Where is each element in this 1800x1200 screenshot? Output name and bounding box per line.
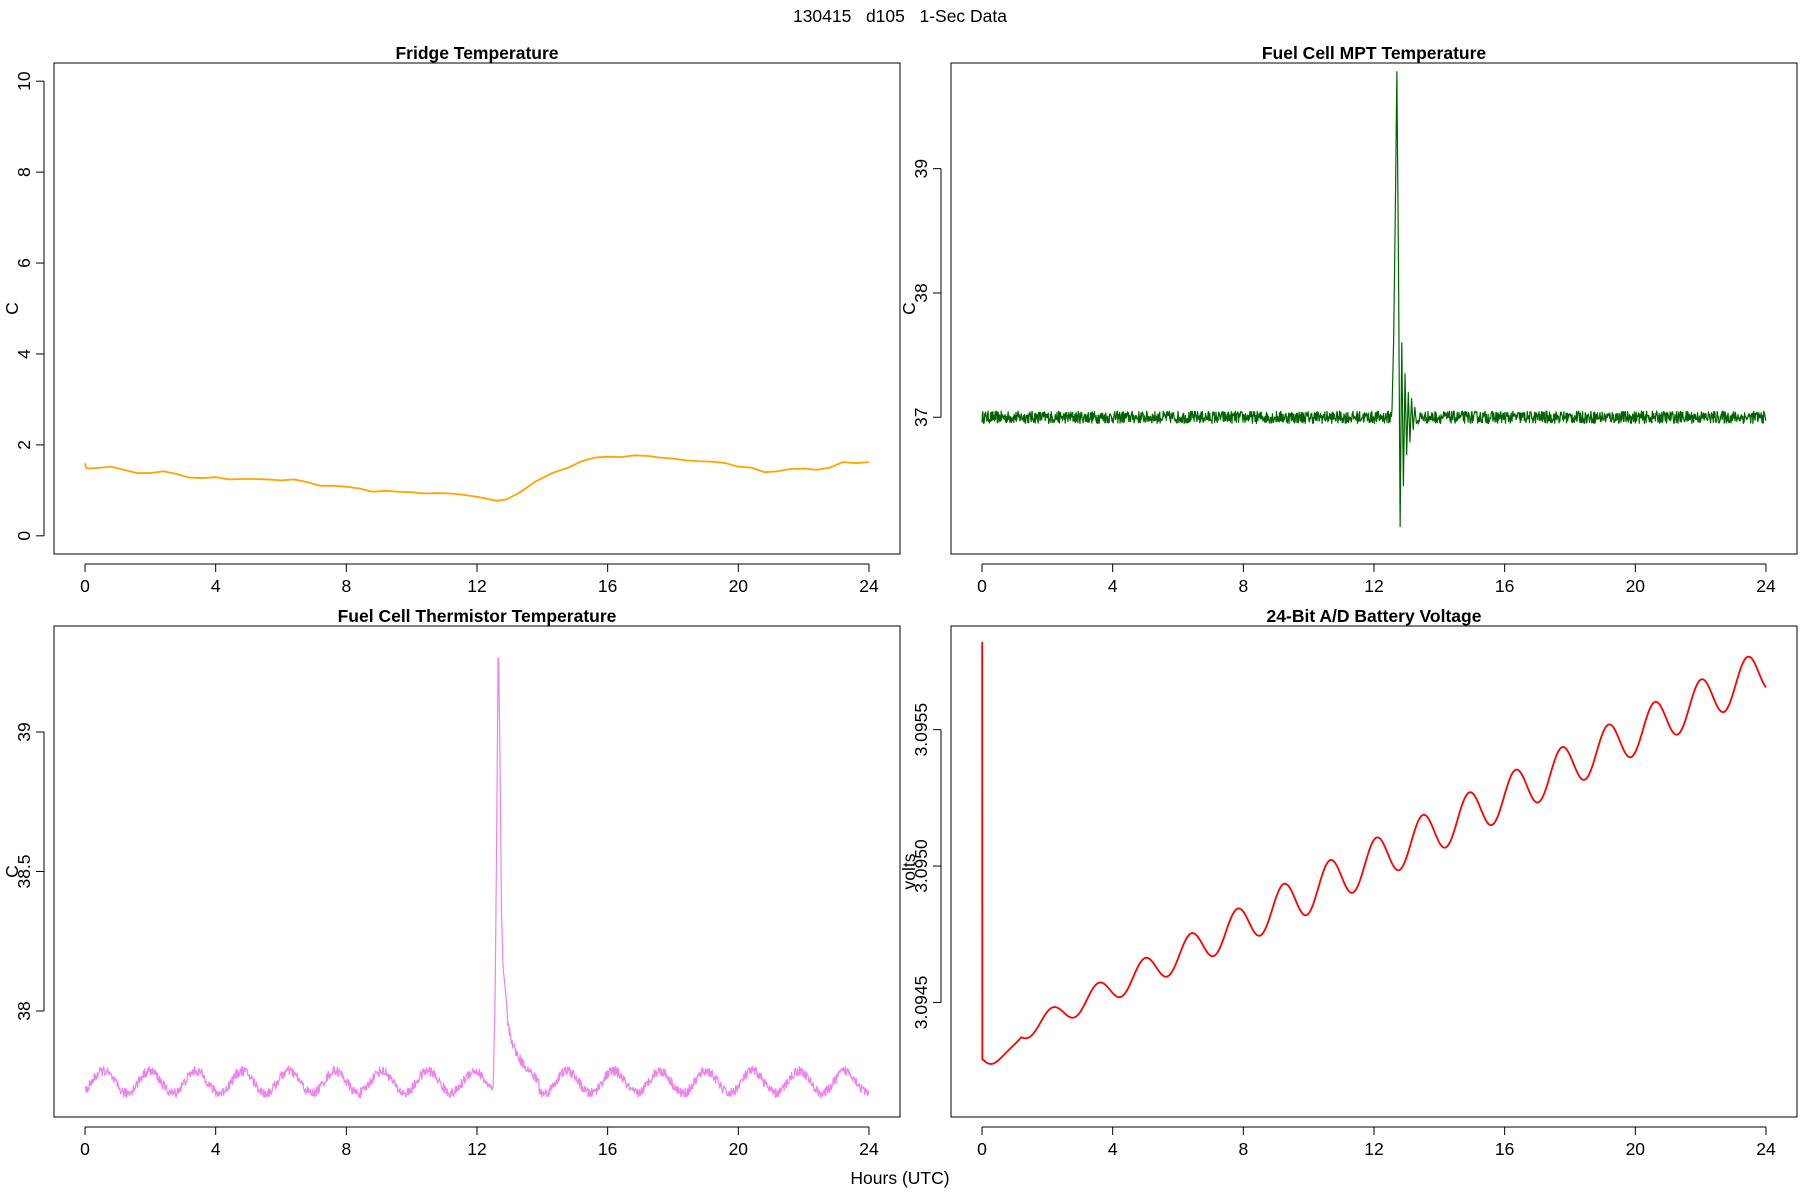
x-tick-label: 24 [859, 1139, 879, 1159]
x-tick-label: 0 [80, 1139, 90, 1159]
series [84, 657, 870, 1099]
y-tick-label: 37 [911, 408, 931, 427]
x-axis: 0 4 8 12 16 20 24 [977, 563, 1776, 596]
chart-mpt: Fuel Cell MPT Temperature C 0 4 8 12 16 20 24 … [899, 43, 1798, 596]
plot-frame [53, 625, 901, 1118]
chart-title: Fuel Cell MPT Temperature [1262, 43, 1487, 63]
x-tick-label: 24 [859, 576, 879, 596]
x-tick-label: 16 [598, 576, 617, 596]
chart-title: 24-Bit A/D Battery Voltage [1267, 606, 1482, 626]
x-tick-label: 8 [1238, 1139, 1248, 1159]
x-tick-label: 24 [1756, 1139, 1776, 1159]
series-line [84, 454, 870, 502]
plot-frame [53, 62, 901, 555]
y-axis: 0 2 4 6 8 10 [14, 71, 45, 541]
series-line [981, 641, 1767, 1065]
plot-frame [950, 62, 1798, 555]
y-tick-label: 38 [14, 1001, 34, 1020]
x-tick-label: 8 [341, 576, 351, 596]
y-axis: 37 38 39 [911, 159, 942, 427]
x-tick-label: 4 [211, 576, 221, 596]
x-tick-label: 20 [1626, 576, 1646, 596]
chart-title: Fridge Temperature [395, 43, 558, 63]
x-tick-label: 16 [598, 1139, 617, 1159]
series [981, 71, 1767, 528]
y-tick-label: 38 [911, 283, 931, 302]
y-tick-label: 2 [14, 440, 34, 450]
x-tick-label: 20 [729, 1139, 749, 1159]
y-tick-label: 39 [14, 722, 34, 741]
y-axis-label: C [2, 865, 22, 878]
x-tick-label: 0 [80, 576, 90, 596]
y-tick-label: 8 [14, 167, 34, 177]
x-tick-label: 0 [977, 1139, 987, 1159]
x-tick-label: 12 [467, 1139, 486, 1159]
y-tick-label: 6 [14, 258, 34, 268]
x-axis: 0 4 8 12 16 20 24 [80, 1126, 879, 1159]
x-tick-label: 8 [1238, 576, 1248, 596]
chart-thermistor: Fuel Cell Thermistor Temperature C 0 4 8 12… [2, 606, 901, 1159]
chart-battery: 24-Bit A/D Battery Voltage volts 0 4 8 12 16… [899, 606, 1798, 1159]
x-tick-label: 0 [977, 576, 987, 596]
x-tick-label: 24 [1756, 576, 1776, 596]
y-axis-label: C [899, 302, 919, 315]
x-tick-label: 12 [1364, 1139, 1383, 1159]
chart-title: Fuel Cell Thermistor Temperature [338, 606, 617, 626]
series-line [981, 71, 1767, 528]
x-tick-label: 12 [1364, 576, 1383, 596]
y-tick-label: 10 [14, 71, 34, 91]
series [84, 454, 870, 502]
x-axis: 0 4 8 12 16 20 24 [80, 563, 879, 596]
x-tick-label: 20 [729, 576, 749, 596]
x-tick-label: 4 [1108, 1139, 1118, 1159]
figure-main-title: 130415 d105 1-Sec Data [793, 6, 1007, 26]
plot-frame [950, 625, 1798, 1118]
series [981, 641, 1767, 1065]
y-tick-label: 39 [911, 159, 931, 178]
y-tick-label: 3.0955 [911, 703, 931, 757]
x-tick-label: 4 [211, 1139, 221, 1159]
y-tick-label: 4 [14, 349, 34, 359]
x-tick-label: 8 [341, 1139, 351, 1159]
y-axis-label: volts [899, 853, 919, 889]
x-axis: 0 4 8 12 16 20 24 [977, 1126, 1776, 1159]
y-axis: 38 38.5 39 [14, 722, 45, 1021]
x-tick-label: 12 [467, 576, 486, 596]
y-tick-label: 3.0945 [911, 976, 931, 1030]
y-axis-label: C [2, 302, 22, 315]
x-tick-label: 16 [1495, 1139, 1514, 1159]
y-tick-label: 0 [14, 531, 34, 541]
figure-x-axis-label: Hours (UTC) [850, 1168, 949, 1188]
x-tick-label: 20 [1626, 1139, 1646, 1159]
x-tick-label: 16 [1495, 576, 1514, 596]
series-line [84, 657, 870, 1099]
y-tick-label: 38.5 [14, 854, 34, 888]
y-tick-label: 3.0950 [911, 839, 931, 893]
y-axis: 3.0945 3.0950 3.0955 [911, 703, 942, 1030]
x-tick-label: 4 [1108, 576, 1118, 596]
